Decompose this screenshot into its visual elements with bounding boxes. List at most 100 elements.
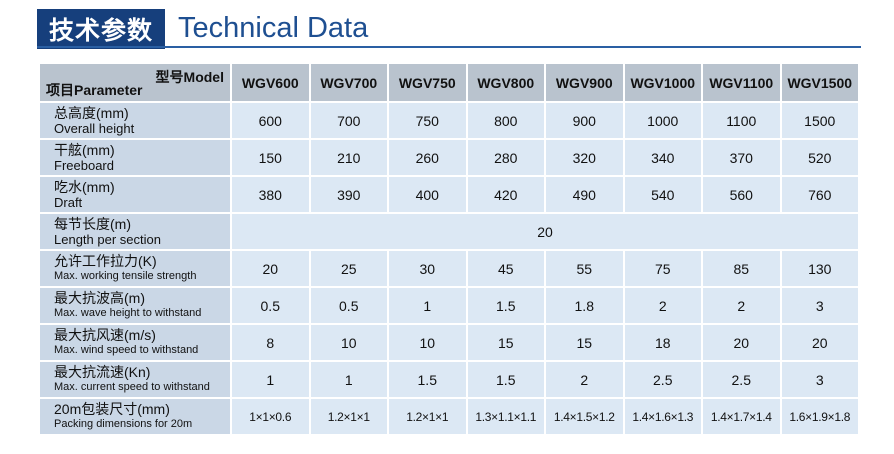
cell: 370: [701, 138, 782, 177]
cell: 1.4×1.7×1.4: [701, 397, 782, 436]
cell: 20: [779, 323, 860, 362]
column-header: WGV600: [230, 62, 311, 103]
title-cn: 技术参数: [37, 9, 165, 49]
cell: 0.5: [230, 286, 311, 325]
row-label-cn: 最大抗流速(Kn): [54, 363, 151, 380]
column-header: WGV900: [544, 62, 625, 103]
cell: 1000: [622, 101, 703, 140]
cell: 55: [544, 249, 625, 288]
row-label: 总高度(mm) Overall height: [38, 101, 232, 140]
cell: 20: [230, 249, 311, 288]
data-row: 总高度(mm) Overall height 600 700 750 800 900 1000…: [38, 101, 860, 140]
row-label: 干舷(mm) Freeboard: [38, 138, 232, 177]
column-header: WGV1000: [622, 62, 703, 103]
row-label-en: Draft: [54, 194, 83, 210]
row-label-en: Max. current speed to withstand: [54, 380, 210, 393]
row-label-en: Overall height: [54, 120, 135, 136]
cell: 20: [230, 212, 860, 251]
row-label-en: Freeboard: [54, 157, 114, 173]
cell: 390: [308, 175, 389, 214]
data-row: 最大抗风速(m/s) Max. wind speed to withstand 8 1…: [38, 323, 860, 362]
row-label: 20m包装尺寸(mm) Packing dimensions for 20m: [38, 397, 232, 436]
corner-model: 型号Model: [155, 69, 224, 85]
data-row: 20m包装尺寸(mm) Packing dimensions for 20m 1×1…: [38, 397, 860, 436]
data-row: 最大抗流速(Kn) Max. current speed to withstand…: [38, 360, 860, 399]
cell: 1: [387, 286, 468, 325]
column-header: WGV700: [308, 62, 389, 103]
row-label-cn: 允许工作拉力(K): [54, 252, 157, 269]
cell: 1100: [701, 101, 782, 140]
corner-param: 项目Parameter: [46, 82, 143, 98]
cell: 800: [465, 101, 546, 140]
cell: 380: [230, 175, 311, 214]
data-row: 吃水(mm) Draft 380 390 400 420 490 540 560 760: [38, 175, 860, 214]
data-row: 干舷(mm) Freeboard 150 210 260 280 320 340 370 520: [38, 138, 860, 177]
cell: 210: [308, 138, 389, 177]
row-label-en: Max. working tensile strength: [54, 269, 197, 282]
cell: 1.4×1.5×1.2: [544, 397, 625, 436]
row-label-cn: 每节长度(m): [54, 215, 131, 232]
cell: 1.8: [544, 286, 625, 325]
cell: 130: [779, 249, 860, 288]
cell: 1×1×0.6: [230, 397, 311, 436]
row-label-cn: 吃水(mm): [54, 178, 115, 195]
cell: 1.2×1×1: [308, 397, 389, 436]
cell: 1.2×1×1: [387, 397, 468, 436]
column-header: WGV800: [465, 62, 546, 103]
spec-table: 型号Model 项目Parameter WGV600 WGV700 WGV750 WGV8…: [38, 62, 860, 436]
cell: 10: [387, 323, 468, 362]
cell: 760: [779, 175, 860, 214]
row-label-cn: 干舷(mm): [54, 141, 115, 158]
row-label: 吃水(mm) Draft: [38, 175, 232, 214]
title-underline: [37, 46, 861, 48]
title-en: Technical Data: [178, 12, 369, 44]
cell: 1: [308, 360, 389, 399]
row-label: 最大抗波高(m) Max. wave height to withstand: [38, 286, 232, 325]
cell: 260: [387, 138, 468, 177]
cell: 8: [230, 323, 311, 362]
row-label: 最大抗风速(m/s) Max. wind speed to withstand: [38, 323, 232, 362]
row-label-en: Max. wind speed to withstand: [54, 343, 199, 356]
cell: 900: [544, 101, 625, 140]
cell: 1500: [779, 101, 860, 140]
cell: 10: [308, 323, 389, 362]
cell: 1.5: [465, 360, 546, 399]
cell: 15: [465, 323, 546, 362]
cell: 2: [544, 360, 625, 399]
cell: 2: [622, 286, 703, 325]
cell: 25: [308, 249, 389, 288]
cell: 1.3×1.1×1.1: [465, 397, 546, 436]
cell: 560: [701, 175, 782, 214]
cell: 340: [622, 138, 703, 177]
row-label-en: Packing dimensions for 20m: [54, 417, 193, 430]
cell: 0.5: [308, 286, 389, 325]
cell: 1.5: [465, 286, 546, 325]
cell: 280: [465, 138, 546, 177]
cell: 3: [779, 360, 860, 399]
column-header: WGV1100: [701, 62, 782, 103]
row-label-en: Length per section: [54, 231, 161, 247]
cell: 1.6×1.9×1.8: [779, 397, 860, 436]
cell: 490: [544, 175, 625, 214]
header-row: 型号Model 项目Parameter WGV600 WGV700 WGV750 WGV8…: [38, 62, 860, 103]
row-label: 最大抗流速(Kn) Max. current speed to withstand: [38, 360, 232, 399]
cell: 85: [701, 249, 782, 288]
cell: 2.5: [622, 360, 703, 399]
cell: 2: [701, 286, 782, 325]
cell: 20: [701, 323, 782, 362]
cell: 1: [230, 360, 311, 399]
cell: 520: [779, 138, 860, 177]
row-label-cn: 最大抗风速(m/s): [54, 326, 156, 343]
data-row: 允许工作拉力(K) Max. working tensile strength 20…: [38, 249, 860, 288]
cell: 30: [387, 249, 468, 288]
cell: 600: [230, 101, 311, 140]
row-label-cn: 总高度(mm): [54, 104, 129, 121]
row-label-cn: 20m包装尺寸(mm): [54, 400, 170, 417]
cell: 400: [387, 175, 468, 214]
cell: 750: [387, 101, 468, 140]
row-label: 允许工作拉力(K) Max. working tensile strength: [38, 249, 232, 288]
cell: 45: [465, 249, 546, 288]
data-row: 最大抗波高(m) Max. wave height to withstand 0.5…: [38, 286, 860, 325]
cell: 1.5: [387, 360, 468, 399]
